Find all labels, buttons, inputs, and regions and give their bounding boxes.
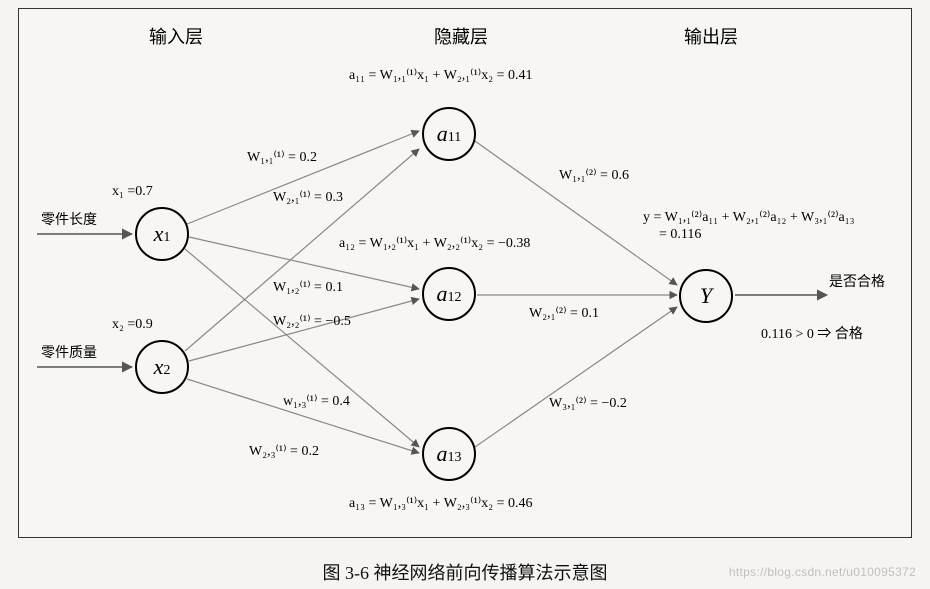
y-label: Y	[700, 283, 712, 309]
a11-formula: a₁₁ = W₁,₁⁽¹⁾x₁ + W₂,₁⁽¹⁾x₂ = 0.41	[349, 67, 533, 84]
w11-1: W₁,₁⁽¹⁾ = 0.2	[247, 149, 317, 166]
w11-2: W₁,₁⁽²⁾ = 0.6	[559, 167, 629, 184]
w21-2: W₂,₁⁽²⁾ = 0.1	[529, 305, 599, 322]
header-output: 输出层	[684, 23, 738, 49]
w23-1: W₂,₃⁽¹⁾ = 0.2	[249, 443, 319, 460]
header-hidden: 隐藏层	[434, 23, 488, 49]
y-result: 0.116 > 0 ⇒ 合格	[761, 323, 863, 343]
node-y: Y	[679, 269, 733, 323]
y-arrow-label: 是否合格	[829, 271, 885, 291]
w12-1: W₁,₂⁽¹⁾ = 0.1	[273, 279, 343, 296]
x2-arrow-label: 零件质量	[41, 342, 97, 362]
a12-formula: a₁₂ = W₁,₂⁽¹⁾x₁ + W₂,₂⁽¹⁾x₂ = −0.38	[339, 235, 530, 252]
x1-arrow-label: 零件长度	[41, 209, 97, 229]
node-a12: a12	[422, 267, 476, 321]
x2-value: x₂ =0.9	[112, 317, 153, 333]
w21-1: W₂,₁⁽¹⁾ = 0.3	[273, 189, 343, 206]
x1-value: x₁ =0.7	[112, 184, 153, 200]
x2-label: x2	[154, 354, 171, 380]
a12-label: a12	[437, 281, 462, 307]
node-a11: a11	[422, 107, 476, 161]
y-formula-2: = 0.116	[659, 227, 701, 243]
a11-label: a11	[437, 121, 461, 147]
x1-label: x1	[154, 221, 171, 247]
w13-1: w₁,₃⁽¹⁾ = 0.4	[283, 393, 350, 410]
node-a13: a13	[422, 427, 476, 481]
y-formula-1: y = W₁,₁⁽²⁾a₁₁ + W₂,₁⁽²⁾a₁₂ + W₃,₁⁽²⁾a₁₃	[643, 209, 855, 226]
node-x1: x1	[135, 207, 189, 261]
a13-label: a13	[437, 441, 462, 467]
w31-2: W₃,₁⁽²⁾ = −0.2	[549, 395, 627, 412]
diagram-frame: 输入层 隐藏层 输出层 x₁ =0.7 x1 零件长度 x₂ =0.9 x2	[18, 8, 912, 538]
watermark: https://blog.csdn.net/u010095372	[729, 565, 916, 579]
header-input: 输入层	[149, 23, 203, 49]
node-x2: x2	[135, 340, 189, 394]
a13-formula: a₁₃ = W₁,₃⁽¹⁾x₁ + W₂,₃⁽¹⁾x₂ = 0.46	[349, 495, 533, 512]
w22-1: W₂,₂⁽¹⁾ = −0.5	[273, 313, 351, 330]
